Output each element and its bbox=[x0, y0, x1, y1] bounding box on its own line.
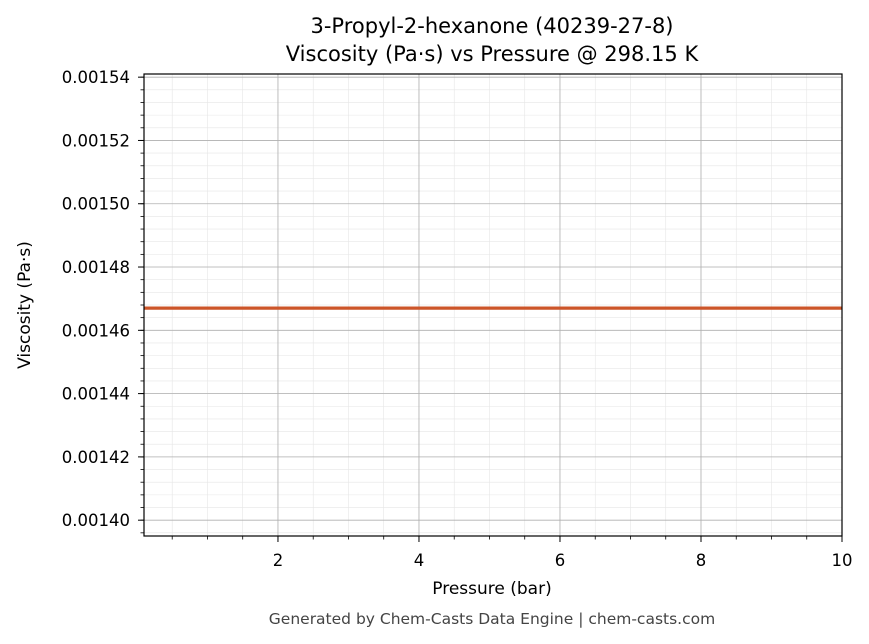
y-tick-label: 0.00152 bbox=[62, 131, 130, 150]
x-tick-label: 2 bbox=[273, 551, 284, 570]
y-tick-label: 0.00150 bbox=[62, 195, 130, 214]
footer-credit: Generated by Chem-Casts Data Engine | ch… bbox=[269, 610, 715, 628]
x-axis-label: Pressure (bar) bbox=[432, 579, 551, 599]
minor-grid bbox=[144, 74, 842, 536]
x-tick-label: 10 bbox=[832, 551, 853, 570]
y-tick-label: 0.00144 bbox=[62, 385, 130, 404]
x-axis-ticks: 2 4 6 8 10 bbox=[171, 536, 853, 570]
y-axis-ticks: 0.00140 0.00142 0.00144 0.00146 0.00148 0.001… bbox=[62, 68, 144, 534]
chart-title: 3-Propyl-2-hexanone (40239-27-8) bbox=[310, 14, 673, 38]
y-tick-label: 0.00142 bbox=[62, 448, 130, 467]
y-tick-label: 0.00146 bbox=[62, 321, 130, 340]
y-tick-label: 0.00148 bbox=[62, 258, 130, 277]
x-tick-label: 4 bbox=[414, 551, 425, 570]
x-tick-label: 8 bbox=[696, 551, 707, 570]
y-tick-label: 0.00154 bbox=[62, 68, 130, 87]
chart-subtitle: Viscosity (Pa·s) vs Pressure @ 298.15 K bbox=[286, 42, 700, 66]
y-tick-label: 0.00140 bbox=[62, 511, 130, 530]
y-axis-label: Viscosity (Pa·s) bbox=[15, 241, 35, 369]
x-tick-label: 6 bbox=[555, 551, 566, 570]
